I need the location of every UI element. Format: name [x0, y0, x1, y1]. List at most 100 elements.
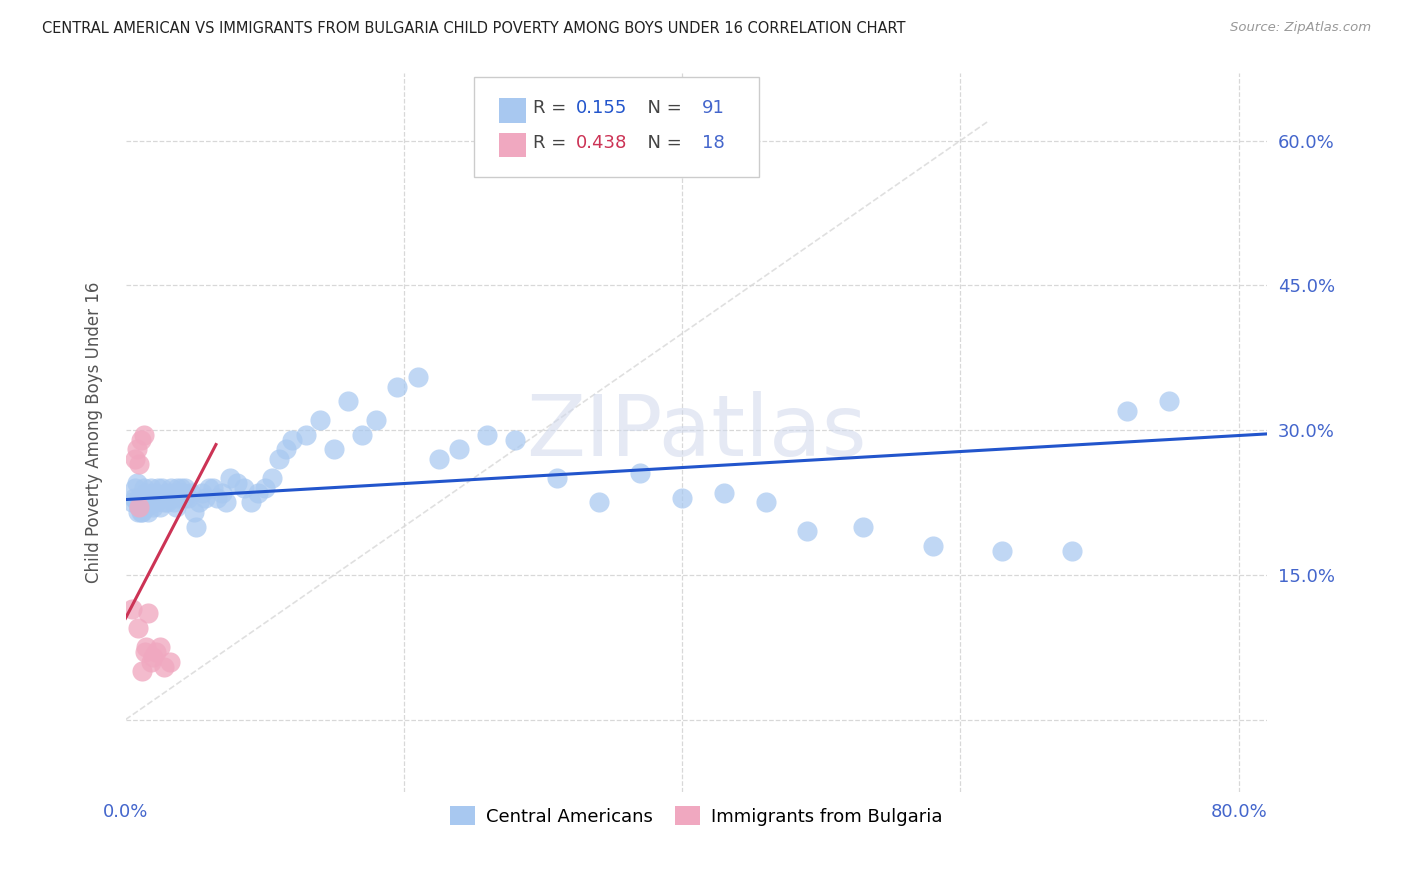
Text: ZIPatlas: ZIPatlas: [526, 391, 866, 474]
Point: [135, 640, 157, 655]
Point: [145, 495, 167, 509]
Point: [134, 491, 156, 505]
Point: [143, 485, 166, 500]
Point: [188, 495, 211, 509]
Point: [132, 428, 155, 442]
Point: [134, 645, 156, 659]
Point: [167, 491, 190, 505]
Point: [191, 485, 214, 500]
Point: [246, 485, 269, 500]
Legend: Central Americans, Immigrants from Bulgaria: Central Americans, Immigrants from Bulga…: [441, 797, 952, 835]
Point: [172, 485, 194, 500]
Point: [207, 491, 229, 505]
Point: [337, 394, 360, 409]
Point: [215, 495, 238, 509]
Point: [406, 370, 429, 384]
Point: [142, 649, 165, 664]
Point: [166, 481, 188, 495]
Point: [239, 495, 262, 509]
Point: [921, 539, 943, 553]
Point: [129, 433, 152, 447]
Point: [127, 505, 149, 519]
FancyBboxPatch shape: [474, 77, 759, 178]
Point: [198, 481, 221, 495]
Point: [852, 519, 875, 533]
Point: [149, 640, 172, 655]
Point: [177, 491, 200, 505]
Point: [267, 452, 290, 467]
Point: [295, 428, 318, 442]
Point: [138, 491, 160, 505]
Point: [165, 500, 187, 515]
Point: [155, 485, 177, 500]
Point: [136, 607, 159, 621]
Point: [588, 495, 610, 509]
Point: [385, 379, 408, 393]
Point: [122, 491, 145, 505]
Point: [628, 467, 651, 481]
Text: N =: N =: [636, 134, 688, 152]
Point: [135, 485, 157, 500]
Text: R =: R =: [533, 99, 572, 117]
Point: [127, 621, 149, 635]
Point: [124, 481, 146, 495]
Point: [1159, 394, 1181, 409]
Text: N =: N =: [636, 99, 688, 117]
Point: [153, 495, 176, 509]
Point: [169, 485, 191, 500]
Point: [1116, 403, 1139, 417]
Point: [156, 495, 179, 509]
Point: [129, 495, 152, 509]
Point: [128, 500, 150, 515]
Text: CENTRAL AMERICAN VS IMMIGRANTS FROM BULGARIA CHILD POVERTY AMONG BOYS UNDER 16 C: CENTRAL AMERICAN VS IMMIGRANTS FROM BULG…: [42, 21, 905, 37]
Point: [274, 442, 297, 457]
Point: [546, 471, 568, 485]
Point: [121, 495, 143, 509]
Point: [129, 505, 152, 519]
Text: 0.155: 0.155: [576, 99, 627, 117]
Point: [170, 481, 193, 495]
Point: [232, 481, 254, 495]
Point: [352, 428, 374, 442]
Point: [132, 495, 155, 509]
Point: [796, 524, 818, 539]
Point: [162, 485, 184, 500]
Point: [145, 645, 167, 659]
Point: [142, 500, 165, 515]
Point: [139, 481, 162, 495]
Point: [427, 452, 450, 467]
Point: [124, 452, 146, 467]
Point: [183, 505, 205, 519]
Point: [202, 481, 225, 495]
Point: [323, 442, 346, 457]
Point: [503, 433, 526, 447]
Point: [364, 413, 387, 427]
Text: Source: ZipAtlas.com: Source: ZipAtlas.com: [1230, 21, 1371, 35]
Point: [991, 543, 1014, 558]
Text: 91: 91: [702, 99, 724, 117]
Point: [139, 655, 162, 669]
Point: [141, 495, 163, 509]
Point: [281, 433, 304, 447]
FancyBboxPatch shape: [499, 98, 526, 122]
Point: [671, 491, 693, 505]
Point: [260, 471, 283, 485]
Point: [125, 476, 148, 491]
Point: [146, 481, 169, 495]
Point: [755, 495, 778, 509]
Point: [121, 601, 143, 615]
Point: [1060, 543, 1083, 558]
Point: [128, 500, 150, 515]
Point: [173, 491, 195, 505]
Point: [713, 485, 735, 500]
Point: [135, 500, 157, 515]
Point: [211, 485, 233, 500]
Text: 0.438: 0.438: [576, 134, 627, 152]
Point: [131, 505, 153, 519]
Text: R =: R =: [533, 134, 572, 152]
Point: [194, 491, 217, 505]
Point: [477, 428, 499, 442]
Point: [163, 495, 186, 509]
Point: [128, 491, 150, 505]
Point: [449, 442, 471, 457]
